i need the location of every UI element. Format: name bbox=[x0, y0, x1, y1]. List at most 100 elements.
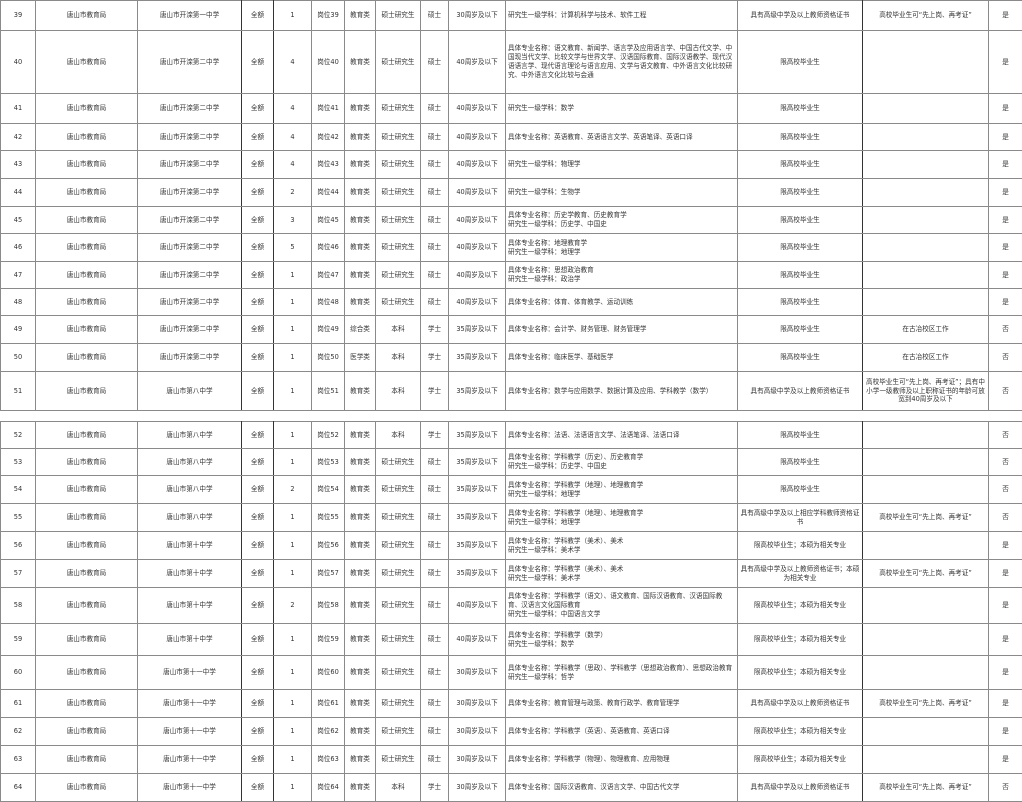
department-cell: 唐山市教育局 bbox=[35, 655, 138, 690]
exam-flag-cell: 否 bbox=[988, 475, 1022, 504]
degree-cell: 硕士 bbox=[420, 0, 449, 31]
row-number-cell: 52 bbox=[0, 421, 36, 449]
age-limit-cell: 30周岁及以下 bbox=[448, 773, 506, 802]
funding-type-cell: 全额 bbox=[241, 123, 274, 151]
remarks-cell: 在古冶校区工作 bbox=[862, 343, 989, 372]
post-code-cell: 岗位56 bbox=[311, 531, 345, 560]
post-code-cell: 岗位60 bbox=[311, 655, 345, 690]
post-category-cell: 教育类 bbox=[344, 206, 376, 234]
funding-type-cell: 全额 bbox=[241, 623, 274, 656]
employer-unit-cell: 唐山市开滦第二中学 bbox=[137, 93, 242, 124]
post-category-cell: 教育类 bbox=[344, 448, 376, 476]
employer-unit-cell: 唐山市第八中学 bbox=[137, 448, 242, 476]
remarks-cell bbox=[862, 233, 989, 262]
exam-flag-cell: 是 bbox=[988, 123, 1022, 151]
education-cell: 硕士研究生 bbox=[375, 123, 421, 151]
age-limit-cell: 40周岁及以下 bbox=[448, 623, 506, 656]
exam-flag-cell: 是 bbox=[988, 531, 1022, 560]
post-code-cell: 岗位57 bbox=[311, 559, 345, 588]
table-row: 39 唐山市教育局 唐山市开滦第一中学 全额 1 岗位39 教育类 硕士研究生 硕士 30周岁及以… bbox=[0, 0, 1022, 31]
post-category-cell: 教育类 bbox=[344, 655, 376, 690]
table-row: 43 唐山市教育局 唐山市开滦第二中学 全额 4 岗位43 教育类 硕士研究生 硕士 40周岁及以… bbox=[0, 150, 1022, 179]
exam-flag-cell: 是 bbox=[988, 93, 1022, 124]
table-row: 44 唐山市教育局 唐山市开滦第二中学 全额 2 岗位44 教育类 硕士研究生 硕士 40周岁及以… bbox=[0, 178, 1022, 207]
other-conditions-cell: 限高校毕业生；本硕为相关专业 bbox=[737, 587, 863, 624]
post-category-cell: 教育类 bbox=[344, 623, 376, 656]
remarks-cell bbox=[862, 178, 989, 207]
employer-unit-cell: 唐山市开滦第二中学 bbox=[137, 178, 242, 207]
remarks-cell bbox=[862, 123, 989, 151]
department-cell: 唐山市教育局 bbox=[35, 717, 138, 746]
department-cell: 唐山市教育局 bbox=[35, 475, 138, 504]
post-category-cell: 综合类 bbox=[344, 315, 376, 344]
row-number-cell: 40 bbox=[0, 30, 36, 94]
funding-type-cell: 全额 bbox=[241, 261, 274, 289]
post-category-cell: 教育类 bbox=[344, 503, 376, 532]
employer-unit-cell: 唐山市第八中学 bbox=[137, 475, 242, 504]
department-cell: 唐山市教育局 bbox=[35, 93, 138, 124]
row-number-cell: 63 bbox=[0, 745, 36, 774]
degree-cell: 硕士 bbox=[420, 503, 449, 532]
row-number-cell: 59 bbox=[0, 623, 36, 656]
other-conditions-cell: 限高校毕业生 bbox=[737, 206, 863, 234]
exam-flag-cell: 否 bbox=[988, 503, 1022, 532]
funding-type-cell: 全额 bbox=[241, 475, 274, 504]
table-row: 59 唐山市教育局 唐山市第十中学 全额 1 岗位59 教育类 硕士研究生 硕士 40周岁及以下具… bbox=[0, 623, 1022, 656]
hire-count-cell: 2 bbox=[273, 587, 312, 624]
hire-count-cell: 1 bbox=[273, 371, 312, 411]
department-cell: 唐山市教育局 bbox=[35, 150, 138, 179]
row-number-cell: 39 bbox=[0, 0, 36, 31]
other-conditions-cell: 限高校毕业生 bbox=[737, 315, 863, 344]
hire-count-cell: 1 bbox=[273, 343, 312, 372]
employer-unit-cell: 唐山市第十一中学 bbox=[137, 717, 242, 746]
other-conditions-cell: 限高校毕业生；本硕为相关专业 bbox=[737, 745, 863, 774]
row-number-cell: 49 bbox=[0, 315, 36, 344]
department-cell: 唐山市教育局 bbox=[35, 233, 138, 262]
education-cell: 本科 bbox=[375, 371, 421, 411]
post-category-cell: 教育类 bbox=[344, 587, 376, 624]
department-cell: 唐山市教育局 bbox=[35, 559, 138, 588]
post-code-cell: 岗位53 bbox=[311, 448, 345, 476]
major-requirement-cell: 具体专业名称：地理教育学 研究生一级学科：地理学 bbox=[505, 233, 738, 262]
funding-type-cell: 全额 bbox=[241, 587, 274, 624]
post-category-cell: 教育类 bbox=[344, 93, 376, 124]
education-cell: 硕士研究生 bbox=[375, 655, 421, 690]
employer-unit-cell: 唐山市第十中学 bbox=[137, 559, 242, 588]
table-row: 49 唐山市教育局 唐山市开滦第二中学 全额 1 岗位49 综合类 本科 学士 35周岁及以下 具体… bbox=[0, 315, 1022, 344]
remarks-cell bbox=[862, 206, 989, 234]
degree-cell: 硕士 bbox=[420, 448, 449, 476]
education-cell: 硕士研究生 bbox=[375, 30, 421, 94]
post-category-cell: 教育类 bbox=[344, 531, 376, 560]
row-number-cell: 62 bbox=[0, 717, 36, 746]
hire-count-cell: 4 bbox=[273, 150, 312, 179]
exam-flag-cell: 是 bbox=[988, 178, 1022, 207]
major-requirement-cell: 具体专业名称：学科教学（地理）、地理教育学 研究生一级学科：地理学 bbox=[505, 503, 738, 532]
age-limit-cell: 35周岁及以下 bbox=[448, 371, 506, 411]
post-category-cell: 教育类 bbox=[344, 745, 376, 774]
funding-type-cell: 全额 bbox=[241, 503, 274, 532]
major-requirement-cell: 具体专业名称：教育管理与政策、教育行政学、教育管理学 bbox=[505, 689, 738, 718]
hire-count-cell: 2 bbox=[273, 475, 312, 504]
degree-cell: 学士 bbox=[420, 773, 449, 802]
exam-flag-cell: 是 bbox=[988, 261, 1022, 289]
degree-cell: 学士 bbox=[420, 343, 449, 372]
other-conditions-cell: 具有高级中学及以上教师资格证书 bbox=[737, 0, 863, 31]
age-limit-cell: 30周岁及以下 bbox=[448, 655, 506, 690]
table-row: 47 唐山市教育局 唐山市开滦第二中学 全额 1 岗位47 教育类 硕士研究生 硕士 40周岁及以… bbox=[0, 261, 1022, 289]
employer-unit-cell: 唐山市开滦第二中学 bbox=[137, 123, 242, 151]
post-category-cell: 医学类 bbox=[344, 343, 376, 372]
age-limit-cell: 30周岁及以下 bbox=[448, 717, 506, 746]
funding-type-cell: 全额 bbox=[241, 689, 274, 718]
education-cell: 硕士研究生 bbox=[375, 206, 421, 234]
other-conditions-cell: 具有高级中学及以上教师资格证书 bbox=[737, 773, 863, 802]
employer-unit-cell: 唐山市第十一中学 bbox=[137, 773, 242, 802]
row-number-cell: 64 bbox=[0, 773, 36, 802]
post-category-cell: 教育类 bbox=[344, 123, 376, 151]
other-conditions-cell: 限高校毕业生 bbox=[737, 288, 863, 316]
row-number-cell: 42 bbox=[0, 123, 36, 151]
major-requirement-cell: 具体专业名称：学科教学（数学） 研究生一级学科：数学 bbox=[505, 623, 738, 656]
post-category-cell: 教育类 bbox=[344, 559, 376, 588]
degree-cell: 学士 bbox=[420, 371, 449, 411]
funding-type-cell: 全额 bbox=[241, 178, 274, 207]
degree-cell: 硕士 bbox=[420, 559, 449, 588]
